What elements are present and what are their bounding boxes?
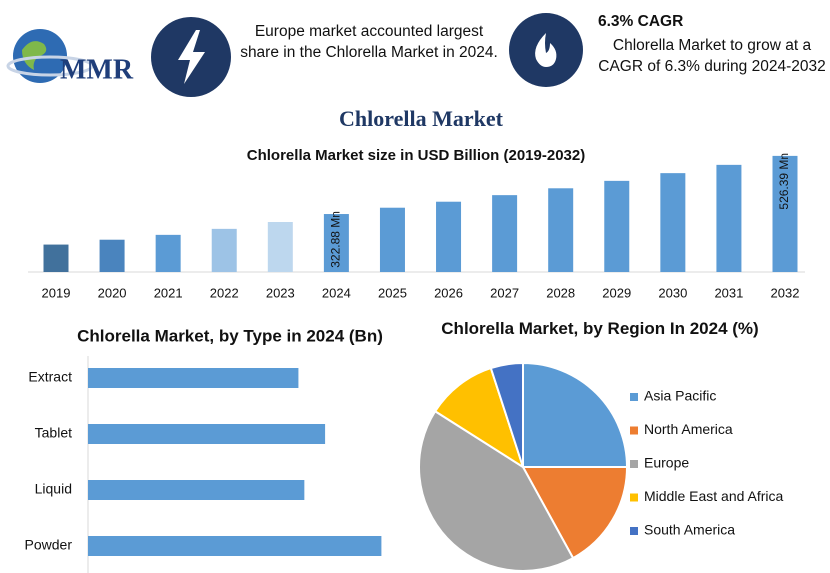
logo-ring <box>6 55 94 77</box>
legend-marker <box>630 460 638 468</box>
legend-label: Middle East and Africa <box>644 488 784 504</box>
bar <box>323 214 349 272</box>
bar <box>604 180 630 272</box>
bar <box>379 207 405 272</box>
y-tick-label: Tablet <box>35 425 72 441</box>
legend-marker <box>630 393 638 401</box>
pie-slice <box>489 361 524 468</box>
y-tick-label: Liquid <box>35 481 72 497</box>
x-tick-label: 2023 <box>266 285 295 300</box>
x-tick-label: 2025 <box>378 285 407 300</box>
x-tick-label: 2020 <box>98 285 127 300</box>
bolt-icon <box>178 30 205 84</box>
logo-land <box>22 41 47 70</box>
pie-slice <box>521 466 629 560</box>
bar <box>99 239 125 272</box>
chart-title: Chlorella Market, by Type in 2024 (Bn) <box>77 326 383 345</box>
bar <box>88 536 382 556</box>
x-tick-label: 2031 <box>714 285 743 300</box>
x-tick-label: 2027 <box>490 285 519 300</box>
legend-marker <box>630 527 638 535</box>
bar <box>716 164 742 272</box>
x-tick-label: 2030 <box>658 285 687 300</box>
bar <box>211 228 237 272</box>
chart-title: Chlorella Market size in USD Billion (20… <box>247 147 585 164</box>
info-text: Europe market accounted largest share in… <box>240 23 498 61</box>
bar <box>436 201 462 272</box>
legend-marker <box>630 493 638 502</box>
data-label: 526.39 Mn <box>777 153 791 210</box>
bar <box>267 222 293 272</box>
bar <box>88 480 305 500</box>
bar <box>548 188 574 272</box>
legend-label: North America <box>644 421 733 437</box>
bar <box>492 195 518 272</box>
legend-label: Europe <box>644 455 689 471</box>
x-tick-label: 2029 <box>602 285 631 300</box>
bar <box>660 173 686 272</box>
pie-slice <box>522 361 629 468</box>
pie-slice <box>433 366 525 470</box>
x-tick-label: 2028 <box>546 285 575 300</box>
bar <box>88 424 326 444</box>
logo: MMR <box>6 29 134 85</box>
info-title: 6.3% CAGR <box>598 13 684 30</box>
flame-icon <box>535 33 557 67</box>
pie-slice <box>418 409 575 572</box>
bar <box>155 234 181 272</box>
y-tick-label: Extract <box>28 369 72 385</box>
x-tick-label: 2019 <box>42 285 71 300</box>
pie-title: Chlorella Market, by Region In 2024 (%) <box>441 319 759 338</box>
page-title: Chlorella Market <box>339 106 504 131</box>
data-label: 322.88 Mn <box>329 211 343 268</box>
x-tick-label: 2021 <box>154 285 183 300</box>
logo-text: MMR <box>60 54 134 85</box>
x-tick-label: 2026 <box>434 285 463 300</box>
info-text: Chlorella Market to grow at a CAGR of 6.… <box>598 37 826 75</box>
bar <box>43 244 69 272</box>
x-tick-label: 2032 <box>771 285 800 300</box>
legend-label: South America <box>644 522 735 538</box>
legend-label: Asia Pacific <box>644 388 716 404</box>
legend-marker <box>630 426 638 435</box>
y-tick-label: Powder <box>25 537 73 553</box>
x-tick-label: 2024 <box>322 285 351 300</box>
x-tick-label: 2022 <box>210 285 239 300</box>
bar <box>88 368 299 388</box>
icon-circle <box>509 13 583 87</box>
bar <box>772 155 798 272</box>
